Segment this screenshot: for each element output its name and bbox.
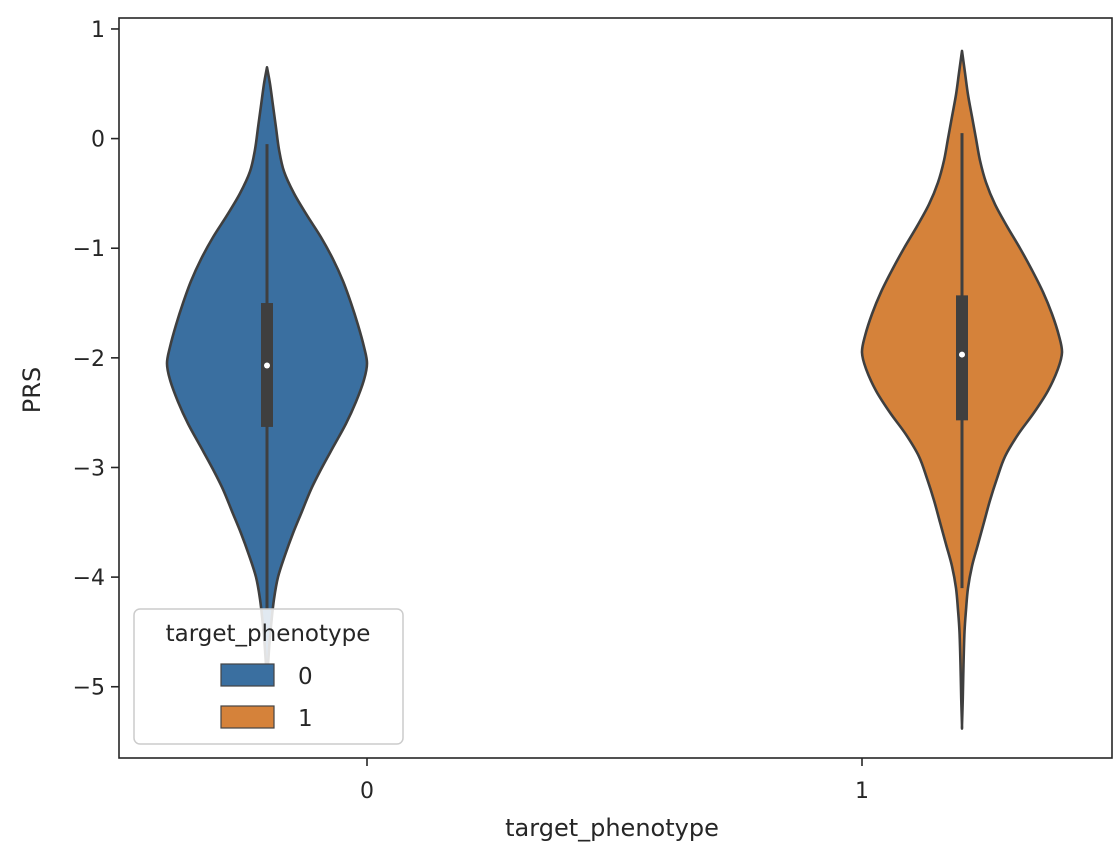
violin-median-dot-1 [959, 351, 965, 358]
x-tick-label: 1 [855, 779, 869, 804]
y-tick-label: −3 [73, 456, 105, 481]
y-tick-label: 1 [91, 18, 105, 43]
y-tick-label: −5 [73, 676, 105, 701]
y-tick-label: −1 [73, 237, 105, 262]
x-tick-label: 0 [360, 779, 374, 804]
x-axis-label: target_phenotype [505, 814, 719, 842]
y-tick-label: 0 [91, 128, 105, 153]
legend-swatch-1 [220, 705, 275, 729]
violin-iqr-box-1 [956, 295, 968, 421]
legend-swatch-0 [220, 663, 275, 687]
plot-frame [118, 17, 1113, 759]
legend-title: target_phenotype [166, 621, 371, 647]
legend: target_phenotype 0 1 [133, 608, 404, 745]
legend-label-0: 0 [298, 664, 313, 690]
y-tick-label: −4 [73, 566, 105, 591]
y-axis-label: PRS [18, 367, 46, 413]
y-tick-label: −2 [73, 347, 105, 372]
y-axis: 1 0 −1 −2 −3 −4 −5 [73, 18, 119, 701]
legend-label-1: 1 [298, 706, 313, 732]
violin-median-dot-0 [264, 362, 270, 369]
